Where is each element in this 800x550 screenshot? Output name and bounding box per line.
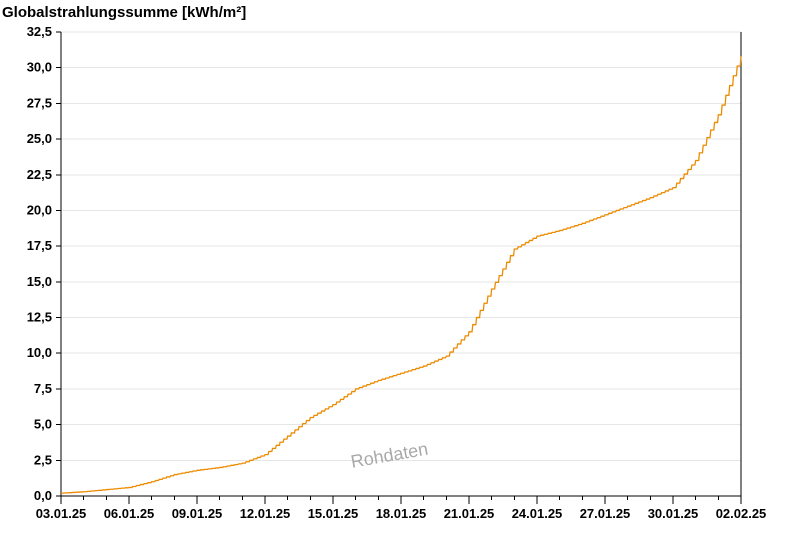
svg-text:27.01.25: 27.01.25 [580, 506, 631, 521]
svg-text:24.01.25: 24.01.25 [512, 506, 563, 521]
svg-text:12,5: 12,5 [27, 310, 52, 325]
svg-text:21.01.25: 21.01.25 [444, 506, 495, 521]
svg-text:0,0: 0,0 [34, 488, 52, 503]
svg-text:25,0: 25,0 [27, 131, 52, 146]
svg-text:03.01.25: 03.01.25 [36, 506, 87, 521]
svg-text:18.01.25: 18.01.25 [376, 506, 427, 521]
svg-text:2,5: 2,5 [34, 452, 52, 467]
svg-text:12.01.25: 12.01.25 [240, 506, 291, 521]
svg-text:02.02.25: 02.02.25 [716, 506, 767, 521]
svg-text:22,5: 22,5 [27, 167, 52, 182]
svg-text:09.01.25: 09.01.25 [172, 506, 223, 521]
svg-text:17,5: 17,5 [27, 238, 52, 253]
svg-text:5,0: 5,0 [34, 417, 52, 432]
svg-text:30,0: 30,0 [27, 60, 52, 75]
svg-text:7,5: 7,5 [34, 381, 52, 396]
svg-text:32,5: 32,5 [27, 24, 52, 39]
svg-text:06.01.25: 06.01.25 [104, 506, 155, 521]
svg-text:27,5: 27,5 [27, 95, 52, 110]
svg-text:30.01.25: 30.01.25 [648, 506, 699, 521]
svg-text:20,0: 20,0 [27, 202, 52, 217]
svg-text:15.01.25: 15.01.25 [308, 506, 359, 521]
svg-text:10,0: 10,0 [27, 345, 52, 360]
svg-text:15,0: 15,0 [27, 274, 52, 289]
